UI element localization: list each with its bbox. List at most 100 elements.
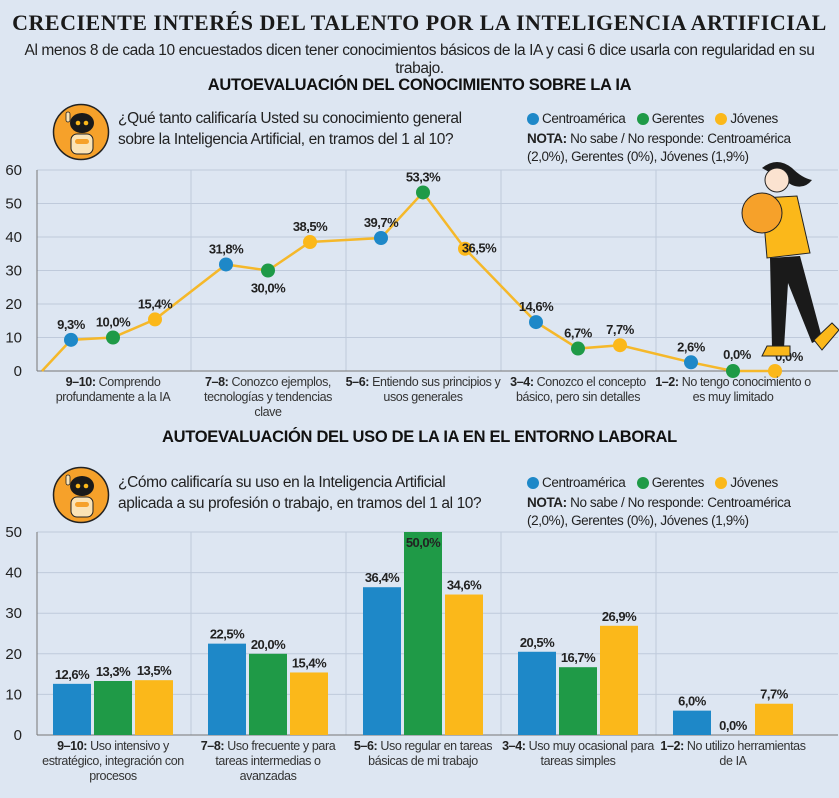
legend-usage: Centroamérica Gerentes Jóvenes NOTA: No … — [527, 474, 827, 530]
category-text: No utilizo herramientas de IA — [683, 739, 806, 768]
data-label: 14,6% — [519, 299, 554, 314]
bar-jóvenes — [600, 625, 638, 735]
x-category-label: 5–6: Entiendo sus principios y usos gene… — [344, 375, 502, 405]
blue-dot-icon — [527, 477, 539, 489]
bar-gerentes — [94, 681, 132, 735]
y-tick-label: 0 — [14, 727, 22, 744]
bar-centroamérica — [673, 710, 711, 735]
x-category-label: 9–10: Uso intensivo y estratégico, integ… — [34, 739, 192, 784]
legend-item-jovenes: Jóvenes — [715, 110, 778, 128]
data-point-gerentes — [106, 330, 120, 345]
category-prefix: 7–8: — [205, 375, 229, 389]
data-label: 34,6% — [447, 578, 482, 593]
category-text: Uso regular en tareas básicas de mi trab… — [368, 739, 493, 768]
category-text: Uso muy ocasional para tareas simples — [525, 739, 655, 768]
bar-gerentes — [559, 667, 597, 735]
bar-centroamérica — [518, 651, 556, 735]
data-point-jóvenes — [148, 312, 162, 327]
category-prefix: 1–2: — [655, 375, 679, 389]
y-tick-label: 50 — [5, 524, 22, 541]
green-dot-icon — [636, 477, 649, 489]
category-prefix: 3–4: — [510, 375, 534, 389]
data-point-gerentes — [571, 341, 585, 356]
legend-item-jovenes: Jóvenes — [715, 474, 778, 492]
data-label: 15,4% — [292, 655, 327, 670]
bar-jóvenes — [755, 703, 793, 735]
data-label: 22,5% — [210, 627, 245, 642]
x-category-label: 3–4: Uso muy ocasional para tareas simpl… — [499, 739, 657, 769]
category-text: No tengo conocimiento o es muy limitado — [678, 375, 811, 404]
legend-label: Gerentes — [651, 111, 705, 126]
bar-centroamérica — [208, 643, 246, 735]
woman-holding-chat-bubble-illustration — [741, 162, 839, 357]
legend-label: Gerentes — [651, 475, 705, 490]
data-label: 20,0% — [251, 637, 286, 652]
data-label: 20,5% — [520, 635, 555, 650]
data-point-centroamérica — [529, 315, 543, 330]
data-point-gerentes — [416, 185, 430, 200]
x-category-label: 3–4: Conozco el concepto básico, pero si… — [499, 375, 657, 405]
bar-centroamérica — [53, 683, 91, 735]
data-point-centroamérica — [219, 257, 233, 272]
data-label: 31,8% — [209, 241, 244, 256]
bar-centroamérica — [363, 587, 401, 735]
category-text: Comprendo profundamente a la IA — [55, 375, 171, 404]
usage-bar-chart: 0 10 20 30 40 50 12,6% 13,3% 13,5% 22,5% 20,0% 15,4… — [5, 524, 838, 744]
data-label: 7,7% — [760, 687, 789, 702]
data-label: 9,3% — [57, 317, 86, 332]
data-label: 38,5% — [293, 219, 328, 234]
legend-label: Jóvenes — [730, 475, 778, 490]
data-point-jóvenes — [458, 241, 472, 256]
data-label: 0,0% — [719, 718, 748, 733]
x-category-label: 7–8: Conozco ejemplos, tecnologías y ten… — [189, 375, 347, 420]
category-text: Entiendo sus principios y usos generales — [369, 375, 501, 404]
category-prefix: 1–2: — [660, 739, 684, 753]
y-tick-label: 30 — [5, 263, 22, 280]
category-prefix: 7–8: — [200, 739, 225, 753]
bar-gerentes — [249, 653, 287, 735]
note-text: No sabe / No responde: Centroamérica (2,… — [527, 495, 791, 528]
data-label: 6,0% — [678, 694, 707, 709]
data-label: 0,0% — [723, 347, 752, 362]
data-label: 7,7% — [606, 322, 635, 337]
category-text: Conozco el concepto básico, pero sin det… — [515, 375, 646, 404]
data-label: 53,3% — [406, 169, 441, 184]
data-point-gerentes — [261, 263, 275, 278]
category-prefix: 3–4: — [502, 739, 526, 753]
data-label: 13,5% — [137, 663, 172, 678]
note-label: NOTA: — [527, 495, 567, 510]
bar-jóvenes — [135, 680, 173, 735]
legend-item-centroamerica: Centroamérica — [527, 474, 626, 492]
y-tick-label: 40 — [5, 565, 22, 582]
legend-knowledge: Centroamérica Gerentes Jóvenes NOTA: No … — [527, 110, 827, 166]
bar-gerentes — [404, 532, 442, 735]
x-category-label: 1–2: No utilizo herramientas de IA — [654, 739, 812, 769]
page-title: CRECIENTE INTERÉS DEL TALENTO POR LA INT… — [12, 10, 827, 35]
x-category-label: 5–6: Uso regular en tareas básicas de mi… — [344, 739, 502, 769]
data-point-centroamérica — [374, 231, 388, 246]
legend-item-centroamerica: Centroamérica — [527, 110, 626, 128]
robot-icon — [52, 103, 110, 161]
bar-jóvenes — [290, 672, 328, 735]
data-label: 50,0% — [406, 535, 441, 550]
note-label: NOTA: — [527, 131, 567, 146]
data-label: 6,7% — [564, 326, 593, 341]
x-category-label: 1–2: No tengo conocimiento o es muy limi… — [654, 375, 812, 405]
y-tick-label: 0 — [14, 363, 22, 380]
data-label: 36,4% — [365, 570, 400, 585]
data-label: 30,0% — [251, 281, 286, 296]
data-point-jóvenes — [768, 364, 782, 378]
data-label: 15,4% — [138, 296, 173, 311]
question-knowledge: ¿Qué tanto calificaría Usted su conocimi… — [118, 110, 462, 148]
section-title-knowledge: AUTOEVALUACIÓN DEL CONOCIMIENTO SOBRE LA… — [207, 76, 632, 94]
data-point-jóvenes — [303, 235, 317, 250]
legend-label: Centroamérica — [542, 475, 626, 490]
legend-note: NOTA: No sabe / No responde: Centroaméri… — [527, 494, 827, 530]
data-label: 26,9% — [602, 609, 637, 624]
category-prefix: 9–10: — [65, 375, 96, 389]
legend-label: Jóvenes — [730, 111, 778, 126]
series-line — [41, 190, 775, 373]
data-point-centroamérica — [64, 332, 78, 347]
yellow-dot-icon — [715, 477, 728, 489]
category-prefix: 5–6: — [345, 375, 370, 389]
